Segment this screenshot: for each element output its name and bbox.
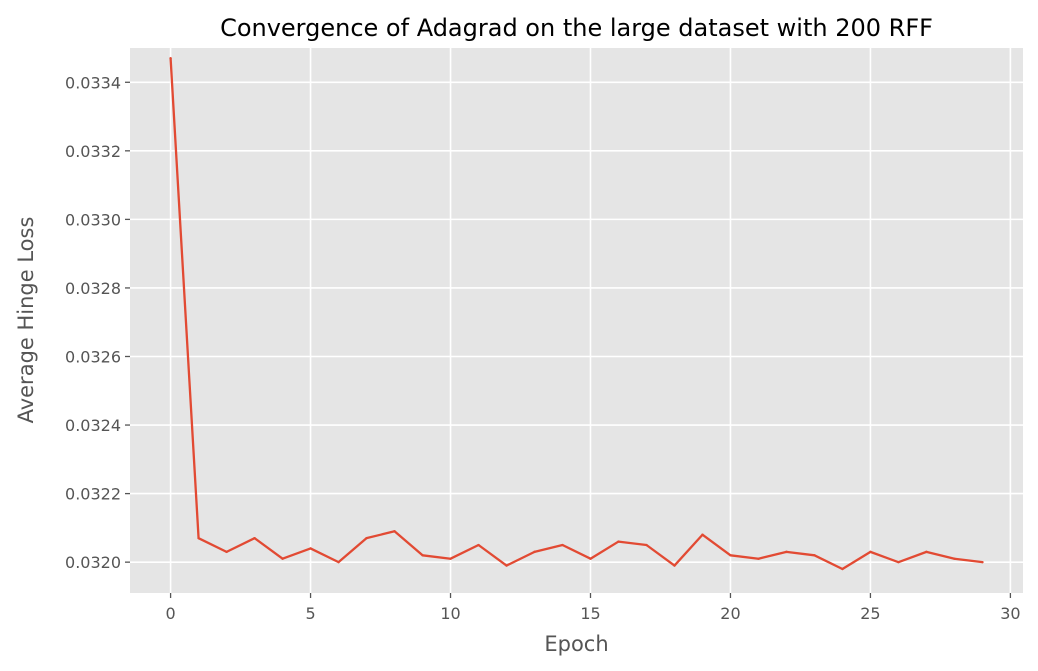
data-point bbox=[197, 536, 200, 540]
series-line bbox=[169, 57, 984, 571]
data-point bbox=[225, 550, 228, 554]
y-tick-label: 0.0322 bbox=[65, 485, 121, 504]
y-tick-label: 0.0328 bbox=[65, 279, 121, 298]
data-point bbox=[617, 540, 620, 543]
y-tick-label: 0.0324 bbox=[65, 416, 121, 435]
x-tick-label: 25 bbox=[860, 604, 880, 623]
data-point bbox=[169, 57, 172, 60]
data-point bbox=[309, 547, 312, 550]
y-axis-label: Average Hinge Loss bbox=[14, 217, 38, 424]
data-point bbox=[449, 557, 452, 560]
data-point bbox=[729, 554, 732, 557]
data-point bbox=[421, 554, 424, 557]
data-point bbox=[673, 564, 676, 567]
data-point bbox=[897, 560, 900, 564]
x-tick-label: 0 bbox=[165, 604, 175, 623]
grid-lines bbox=[130, 48, 1023, 593]
data-point bbox=[393, 530, 396, 533]
data-point bbox=[757, 557, 760, 560]
y-tick-label: 0.0320 bbox=[65, 553, 121, 572]
y-tick-label: 0.0334 bbox=[65, 73, 121, 92]
data-point bbox=[505, 564, 508, 567]
x-tick-label: 20 bbox=[720, 604, 740, 623]
data-point bbox=[925, 550, 928, 554]
data-point bbox=[701, 533, 704, 536]
data-point bbox=[337, 560, 340, 564]
data-point bbox=[561, 543, 564, 547]
series-layer bbox=[169, 57, 984, 571]
y-tick-label: 0.0326 bbox=[65, 347, 121, 366]
data-point bbox=[533, 550, 536, 554]
data-point bbox=[981, 560, 984, 564]
y-tick-label: 0.0332 bbox=[65, 142, 121, 161]
data-point bbox=[253, 536, 256, 540]
data-point bbox=[869, 550, 872, 554]
x-tick-label: 15 bbox=[580, 604, 600, 623]
data-point bbox=[365, 536, 368, 540]
data-point bbox=[477, 543, 480, 547]
data-point bbox=[813, 554, 816, 557]
x-axis: 0 5 10 15 20 25 30 bbox=[165, 593, 1021, 623]
data-point bbox=[645, 543, 648, 547]
data-point bbox=[281, 557, 284, 560]
data-point bbox=[785, 550, 788, 554]
x-tick-label: 5 bbox=[305, 604, 315, 623]
data-point bbox=[589, 557, 592, 560]
chart-title: Convergence of Adagrad on the large data… bbox=[220, 14, 933, 42]
x-axis-label: Epoch bbox=[544, 632, 608, 656]
data-point bbox=[841, 567, 844, 571]
y-axis: 0.0320 0.0322 0.0324 0.0326 0.0328 0.0330 0.03… bbox=[65, 73, 130, 572]
data-point bbox=[953, 557, 956, 560]
x-tick-label: 30 bbox=[1000, 604, 1020, 623]
y-tick-label: 0.0330 bbox=[65, 210, 121, 229]
x-tick-label: 10 bbox=[440, 604, 460, 623]
plot-area-background bbox=[130, 48, 1023, 593]
